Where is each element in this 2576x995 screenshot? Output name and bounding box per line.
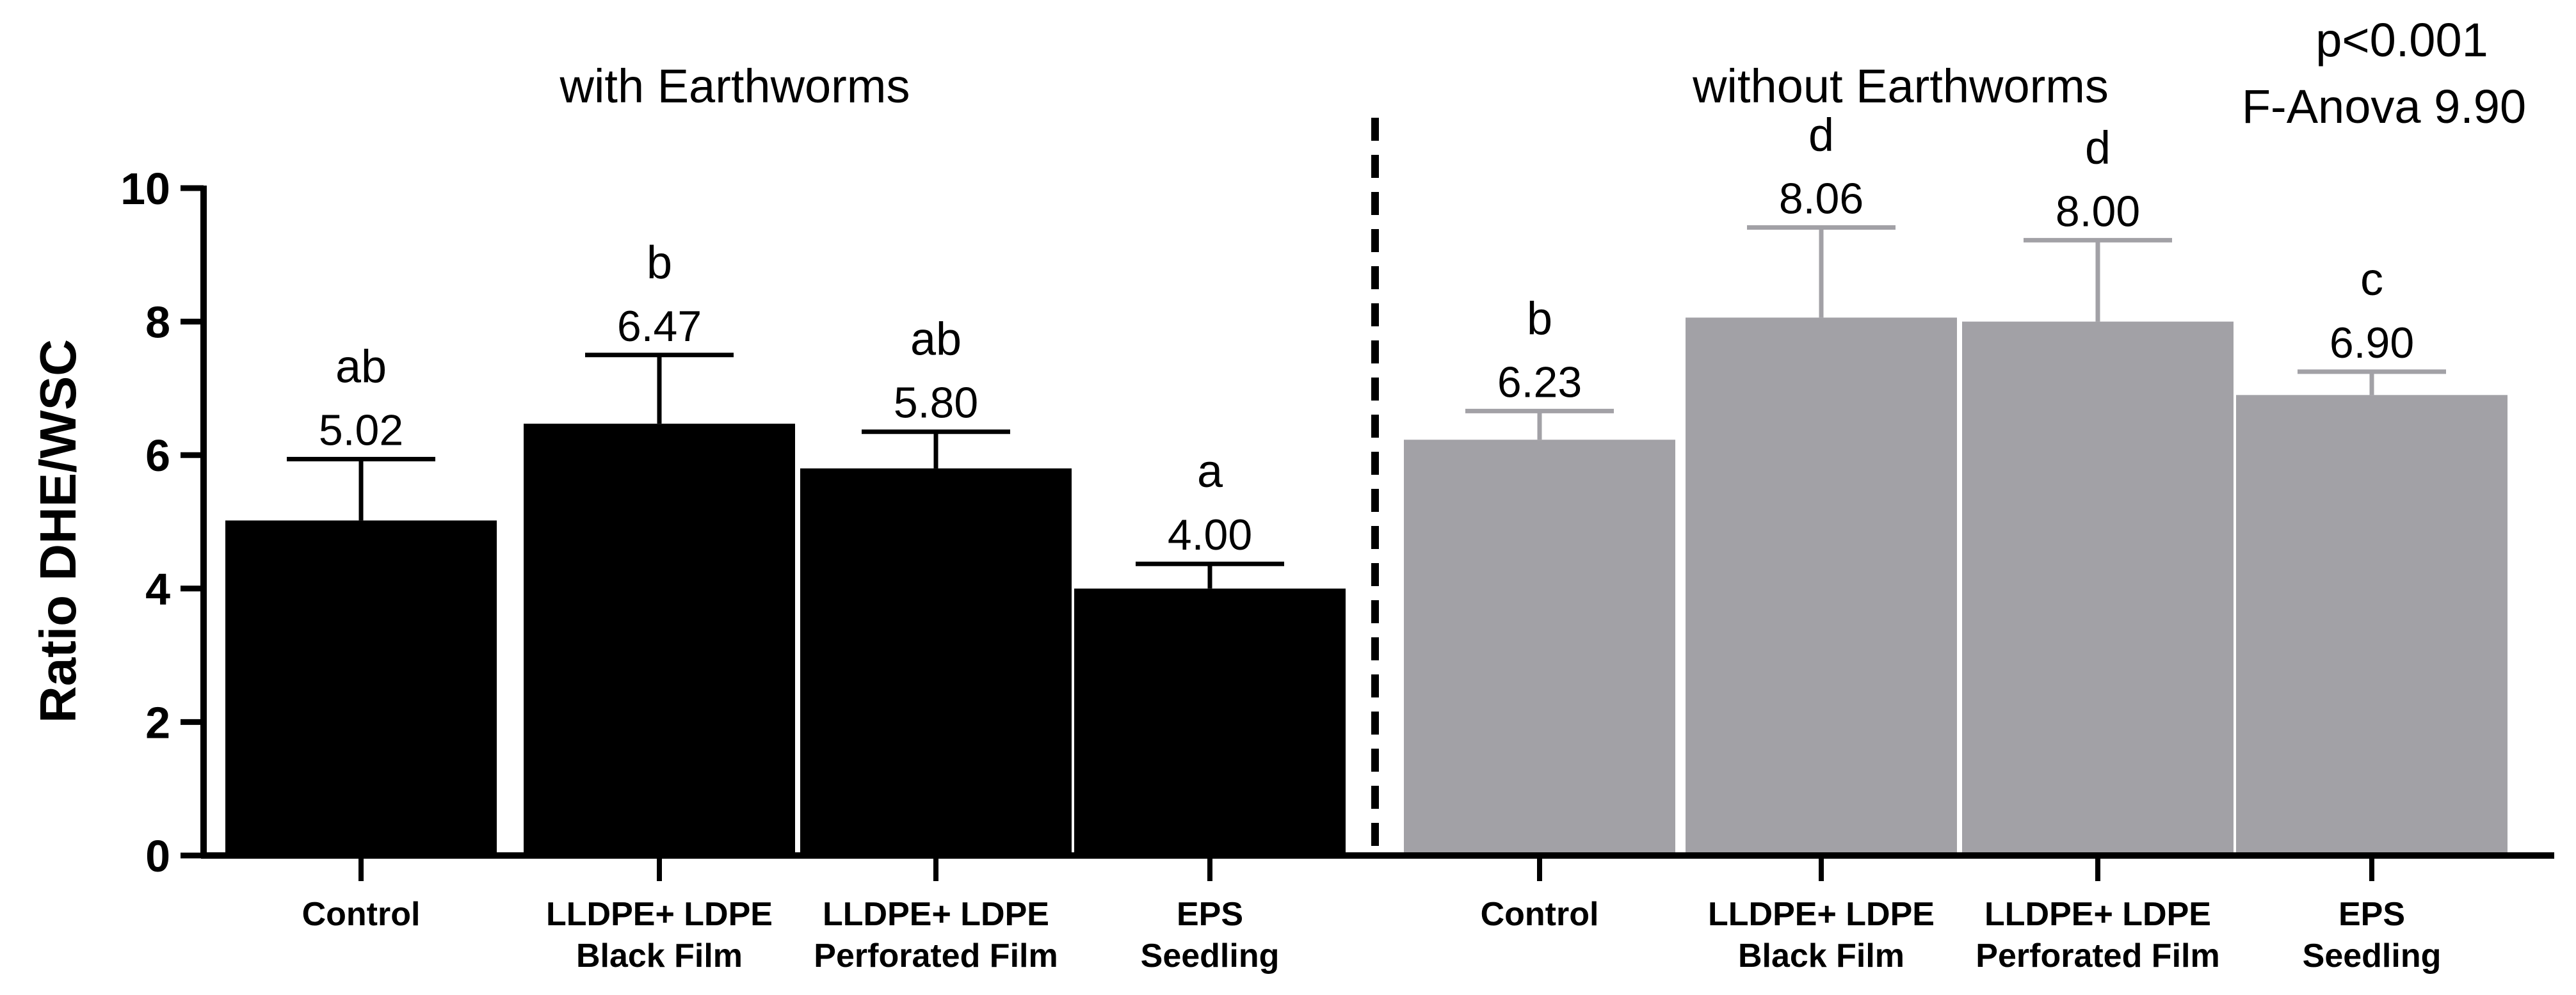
significance-letter: d (1808, 110, 1834, 161)
value-label: 6.90 (2330, 319, 2414, 367)
category-label: LLDPE+ LDPE (1708, 896, 1935, 933)
anova-label: F-Anova 9.90 (2242, 80, 2526, 133)
category-label: EPS (1177, 896, 1243, 933)
category-label: Control (302, 896, 421, 933)
value-label: 5.80 (894, 379, 978, 427)
category-label: Perforated Film (814, 937, 1058, 975)
significance-letter: b (647, 237, 672, 289)
bar (225, 520, 497, 856)
significance-letter: ab (335, 341, 387, 392)
y-tick-label: 10 (120, 164, 170, 214)
bar (1686, 317, 1957, 856)
bar (1404, 440, 1675, 856)
y-tick-label: 4 (145, 564, 170, 614)
p-value-label: p<0.001 (2315, 13, 2488, 67)
group-title: without Earthworms (1692, 60, 2109, 113)
category-label: LLDPE+ LDPE (823, 896, 1049, 933)
value-label: 8.00 (2056, 187, 2140, 235)
significance-letter: a (1197, 446, 1223, 497)
category-label: Black Film (576, 937, 743, 975)
bar (2236, 395, 2508, 856)
significance-letter: b (1527, 293, 1552, 344)
group-title: with Earthworms (559, 60, 910, 113)
y-tick-label: 6 (145, 431, 170, 481)
significance-letter: d (2085, 122, 2111, 173)
y-axis-title: Ratio DHE/WSC (29, 339, 86, 723)
value-label: 6.23 (1497, 358, 1582, 406)
category-label: Seedling (2303, 937, 2442, 975)
value-label: 6.47 (617, 302, 702, 351)
value-label: 4.00 (1168, 511, 1252, 559)
category-label: Control (1481, 896, 1599, 933)
category-label: Black Film (1738, 937, 1904, 975)
value-label: 8.06 (1779, 175, 1864, 223)
significance-letter: c (2360, 254, 2383, 305)
bar (524, 424, 795, 856)
category-label: Seedling (1141, 937, 1280, 975)
y-tick-label: 0 (145, 831, 170, 881)
significance-letter: ab (910, 314, 962, 365)
y-tick-label: 2 (145, 697, 170, 747)
category-label: EPS (2339, 896, 2405, 933)
bar (800, 468, 1072, 856)
value-label: 5.02 (319, 406, 403, 454)
bar (1962, 321, 2234, 856)
category-label: LLDPE+ LDPE (1984, 896, 2211, 933)
y-tick-label: 8 (145, 298, 170, 347)
bar (1074, 588, 1346, 856)
category-label: LLDPE+ LDPE (546, 896, 773, 933)
category-label: Perforated Film (1976, 937, 2219, 975)
